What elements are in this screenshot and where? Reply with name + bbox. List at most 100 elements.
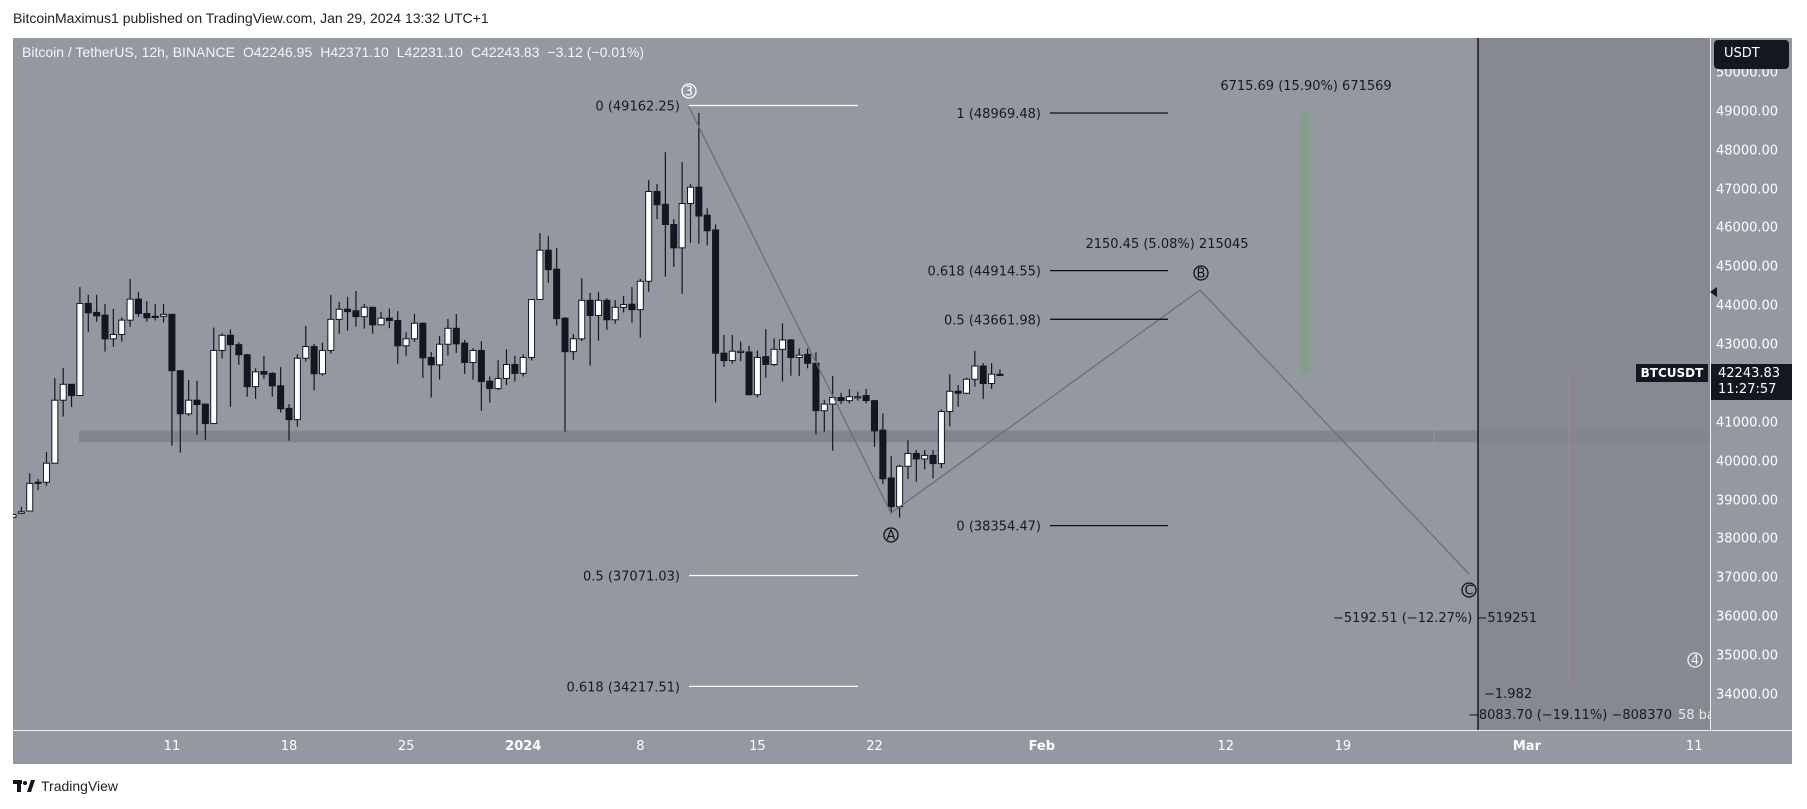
candle[interactable] — [134, 292, 142, 317]
candle[interactable] — [636, 278, 644, 338]
candle[interactable] — [327, 294, 335, 354]
candle[interactable] — [101, 303, 109, 352]
candle[interactable] — [360, 303, 368, 329]
candle[interactable] — [728, 334, 736, 364]
candle[interactable] — [603, 298, 611, 330]
candle[interactable] — [578, 278, 586, 342]
candle[interactable] — [628, 287, 636, 323]
candle[interactable] — [185, 380, 193, 416]
candle[interactable] — [686, 184, 694, 243]
candle[interactable] — [168, 313, 176, 446]
candle[interactable] — [795, 348, 803, 377]
candle[interactable] — [536, 233, 544, 301]
candle[interactable] — [511, 355, 519, 382]
candle[interactable] — [10, 513, 17, 519]
candle[interactable] — [762, 329, 770, 378]
candle[interactable] — [444, 318, 452, 356]
candle[interactable] — [845, 389, 853, 404]
candle[interactable] — [670, 219, 678, 267]
candle[interactable] — [461, 339, 469, 374]
candle[interactable] — [946, 374, 954, 427]
candle[interactable] — [712, 224, 720, 403]
candle[interactable] — [812, 352, 820, 435]
candle[interactable] — [962, 377, 970, 394]
candle[interactable] — [988, 363, 996, 389]
candle[interactable] — [394, 311, 402, 364]
candle[interactable] — [84, 294, 92, 332]
candle[interactable] — [26, 473, 34, 512]
candle[interactable] — [904, 440, 912, 480]
candle[interactable] — [544, 236, 552, 283]
candle[interactable] — [210, 327, 218, 425]
candle[interactable] — [201, 403, 209, 440]
candle[interactable] — [42, 451, 50, 486]
candle[interactable] — [143, 301, 151, 322]
candle[interactable] — [778, 323, 786, 382]
candle[interactable] — [51, 378, 59, 464]
candle[interactable] — [586, 292, 594, 366]
candle[interactable] — [620, 296, 628, 313]
candle[interactable] — [494, 360, 502, 391]
candle[interactable] — [645, 180, 653, 292]
candle[interactable] — [553, 247, 561, 326]
candle[interactable] — [787, 339, 795, 376]
candle[interactable] — [34, 479, 42, 491]
candle[interactable] — [502, 349, 510, 386]
candle[interactable] — [260, 355, 268, 379]
candle[interactable] — [17, 506, 25, 514]
candle[interactable] — [569, 334, 577, 360]
candle[interactable] — [820, 399, 828, 432]
candle[interactable] — [678, 161, 686, 294]
candle[interactable] — [218, 333, 226, 359]
candle[interactable] — [661, 152, 669, 277]
candle[interactable] — [703, 208, 711, 246]
candle[interactable] — [519, 354, 527, 377]
wave-b-label[interactable]: B — [1193, 265, 1209, 282]
candle[interactable] — [996, 369, 1004, 376]
candle[interactable] — [377, 311, 385, 326]
candle[interactable] — [452, 313, 460, 353]
candle[interactable] — [937, 409, 945, 469]
candle[interactable] — [235, 342, 243, 365]
candle[interactable] — [971, 350, 979, 387]
candle[interactable] — [419, 322, 427, 379]
candle[interactable] — [528, 299, 536, 361]
candle[interactable] — [193, 380, 201, 435]
candle[interactable] — [770, 338, 778, 367]
candle[interactable] — [76, 287, 84, 397]
candle[interactable] — [477, 341, 485, 411]
candle[interactable] — [720, 334, 728, 367]
candle[interactable] — [59, 367, 67, 417]
candle[interactable] — [369, 306, 377, 334]
candle[interactable] — [887, 456, 895, 514]
candle[interactable] — [695, 112, 703, 244]
candle[interactable] — [344, 296, 352, 331]
candle[interactable] — [486, 376, 494, 403]
wave-c-label[interactable]: C — [1461, 582, 1477, 599]
candle[interactable] — [160, 303, 168, 323]
wave-path[interactable] — [688, 106, 1470, 575]
candle[interactable] — [352, 290, 360, 327]
candle[interactable] — [854, 391, 862, 401]
candle[interactable] — [302, 325, 310, 362]
candle[interactable] — [176, 370, 184, 453]
candle[interactable] — [226, 329, 234, 407]
candle[interactable] — [436, 336, 444, 380]
candle[interactable] — [93, 294, 101, 322]
candle[interactable] — [109, 308, 117, 347]
candle[interactable] — [929, 449, 937, 479]
candle[interactable] — [318, 342, 326, 376]
candle[interactable] — [335, 301, 343, 334]
time-axis[interactable] — [13, 730, 1792, 764]
wave-4-label[interactable]: 4 — [1687, 652, 1703, 669]
candle[interactable] — [561, 317, 569, 432]
candle[interactable] — [402, 332, 410, 356]
candle[interactable] — [745, 345, 753, 396]
candle[interactable] — [896, 464, 904, 518]
currency-button[interactable]: USDT — [1714, 40, 1789, 69]
candle[interactable] — [879, 413, 887, 485]
candle[interactable] — [653, 184, 661, 220]
footer-brand[interactable]: TradingView — [13, 778, 118, 794]
candle[interactable] — [611, 299, 619, 324]
candle[interactable] — [293, 354, 301, 427]
